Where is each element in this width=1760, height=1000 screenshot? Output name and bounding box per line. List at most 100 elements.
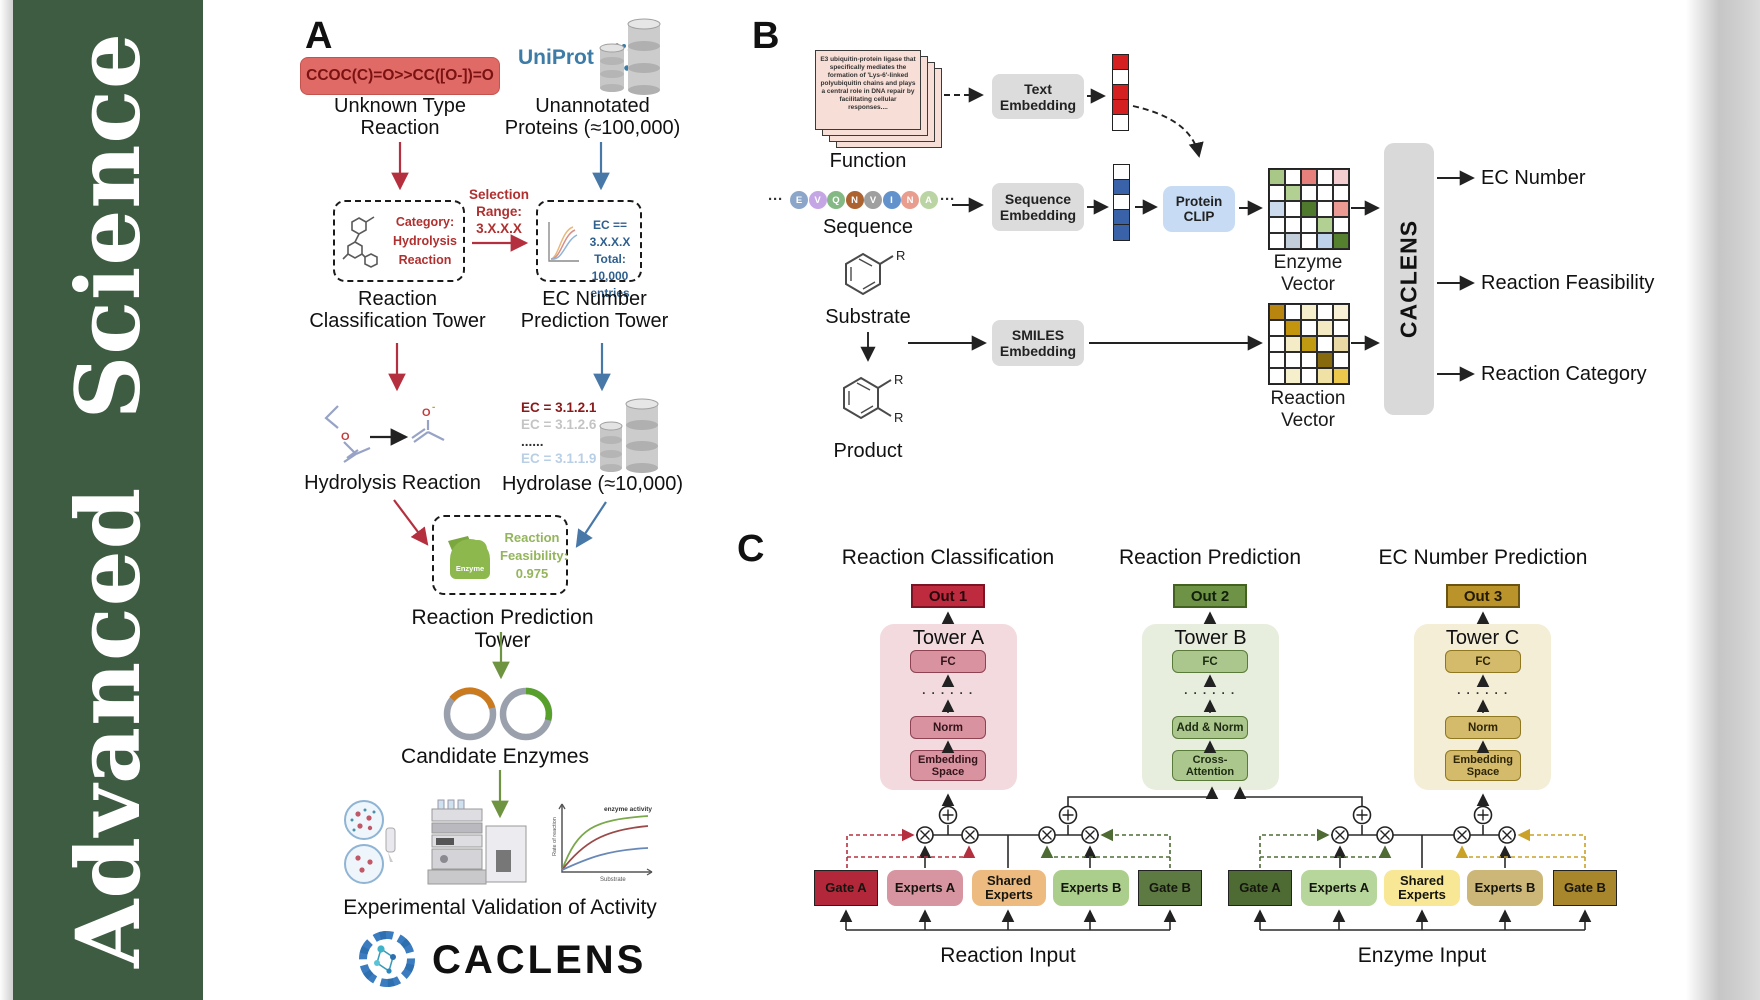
function-card-text: E3 ubiquitin-protein ligase that specifi… (820, 56, 916, 111)
matrix-cell (1301, 185, 1317, 201)
matrix-cell (1285, 169, 1301, 185)
reaction-input-label: Reaction Input (940, 944, 1076, 967)
hydrolysis-molecules-icon: O O - (324, 402, 445, 463)
moe-right-experts-a: Experts A (1301, 870, 1377, 906)
matrix-cell (1301, 201, 1317, 217)
tower-a-title: Tower A (912, 627, 985, 649)
tower-c-norm: Norm (1445, 716, 1521, 739)
tower-b-add-norm: Add & Norm (1172, 716, 1248, 739)
database-icon (599, 18, 661, 95)
ec-list-item: EC = 3.1.2.1 (521, 400, 597, 415)
vector-cell (1112, 84, 1129, 101)
matrix-cell (1285, 320, 1301, 336)
hydrolase-label: Hydrolase (≈10,000) (501, 473, 684, 495)
activity-xlabel: Substrate (600, 877, 626, 883)
matrix-cell (1285, 304, 1301, 320)
tower-c-fc: FC (1445, 650, 1521, 673)
residue-circle: N (901, 191, 919, 209)
feasibility-text: Reaction Feasibility: 0.975 (500, 530, 568, 581)
matrix-cell (1269, 185, 1285, 201)
ec-box-text: EC == 3.X.X.X Total: 10,000 entries (589, 218, 631, 300)
page-right-edge (1686, 0, 1760, 1000)
hplc-machine-icon (427, 799, 527, 885)
matrix-cell (1333, 185, 1349, 201)
matrix-cell (1301, 233, 1317, 249)
matrix-cell (1285, 217, 1301, 233)
substrate-r-label: R (896, 248, 905, 263)
enzyme-icon: Enzyme (448, 536, 490, 579)
residue-circle: N (845, 191, 864, 209)
matrix-cell (1285, 201, 1301, 217)
matrix-cell (1285, 368, 1301, 384)
ec-list-item: EC = 3.1.1.9 (521, 451, 597, 466)
moe-right-shared-experts: Shared Experts (1384, 870, 1460, 906)
prediction-tower-label: Reaction Prediction Tower (411, 606, 594, 652)
tower-b-cross-attention: Cross- Attention (1172, 750, 1248, 781)
output-ec-number: EC Number (1481, 167, 1586, 189)
product-r-label: R (894, 372, 903, 387)
matrix-cell (1317, 233, 1333, 249)
moe-left-shared-experts: Shared Experts (972, 870, 1046, 906)
matrix-cell (1269, 233, 1285, 249)
tower-c-title: Tower C (1445, 627, 1520, 649)
moe-right-gate-a: Gate A (1228, 870, 1292, 906)
feasibility-box: Enzyme Reaction Feasibility: 0.975 (432, 515, 568, 595)
matrix-cell (1285, 233, 1301, 249)
matrix-cell (1333, 217, 1349, 233)
sequence-label: Sequence (822, 216, 914, 238)
reaction-classification-box: Category: Hydrolysis Reaction (333, 200, 465, 282)
smiles-embedding-box: SMILES Embedding (992, 320, 1084, 366)
text-embedding-vector (1112, 53, 1129, 132)
vector-cell (1113, 178, 1130, 196)
activity-ylabel: Rate of reaction (552, 817, 558, 856)
caclens-logo-icon (359, 931, 415, 987)
function-cards: E3 ubiquitin-protein ligase that specifi… (815, 50, 945, 150)
tower-c-embedding: Embedding Space (1445, 750, 1521, 781)
vector-cell (1113, 163, 1130, 181)
ec-number-box: EC == 3.X.X.X Total: 10,000 entries (536, 200, 642, 300)
vector-cell (1112, 53, 1129, 71)
hydrolysis-reaction-label: Hydrolysis Reaction (304, 472, 481, 494)
matrix-cell (1333, 336, 1349, 352)
matrix-cell (1269, 304, 1285, 320)
matrix-cell (1301, 304, 1317, 320)
header-reaction-classification: Reaction Classification (841, 546, 1055, 569)
unknown-reaction-label: Unknown Type Reaction (334, 95, 466, 139)
matrix-cell (1317, 352, 1333, 368)
sequence-embedding-vector (1113, 163, 1130, 242)
matrix-cell (1269, 352, 1285, 368)
selection-range-label: Selection Range: 3.X.X.X (468, 187, 530, 236)
ec-list-item: EC = 3.1.2.6 (521, 417, 597, 432)
tower-b-title: Tower B (1174, 627, 1247, 649)
ec-list-item: ...... (521, 434, 544, 449)
enzyme-vector-matrix (1268, 168, 1350, 250)
matrix-cell (1285, 185, 1301, 201)
residue-circle: E (790, 191, 808, 209)
ec-list: EC = 3.1.2.1 EC = 3.1.2.6...... EC = 3.1.1… (521, 399, 601, 467)
uniprot-logo-text: UniProt (518, 46, 594, 70)
matrix-cell (1301, 169, 1317, 185)
matrix-cell (1317, 320, 1333, 336)
caclens-logo-text: CACLENS (432, 938, 647, 982)
enzyme-vector-label: Enzyme Vector (1273, 252, 1343, 295)
category-text: Category: Hydrolysis Reaction (393, 215, 457, 267)
vector-cell (1113, 224, 1130, 242)
matrix-cell (1301, 368, 1317, 384)
matrix-cell (1301, 336, 1317, 352)
plasmids-icon (443, 687, 553, 741)
activity-plot-icon: enzyme activity Rate of reaction Substra… (552, 803, 652, 883)
caclens-module: CACLENS (1384, 143, 1434, 415)
tower-a-norm: Norm (910, 716, 986, 739)
tower-b-fc: FC (1172, 650, 1248, 673)
output-reaction-category: Reaction Category (1481, 363, 1647, 385)
enzyme-input-label: Enzyme Input (1357, 944, 1487, 967)
out2-box: Out 2 (1173, 584, 1247, 608)
vector-cell (1113, 209, 1130, 226)
header-ec-number-prediction: EC Number Prediction (1378, 546, 1588, 569)
matrix-cell (1317, 217, 1333, 233)
journal-spine: Advanced Science (13, 0, 203, 1000)
tower-a-dots: · · · · · · (922, 686, 974, 700)
tower-b-dots: · · · · · · (1184, 686, 1236, 700)
unannotated-proteins-label: Unannotated Proteins (≈100,000) (504, 95, 681, 139)
molecule-sketch-icon (342, 216, 378, 268)
